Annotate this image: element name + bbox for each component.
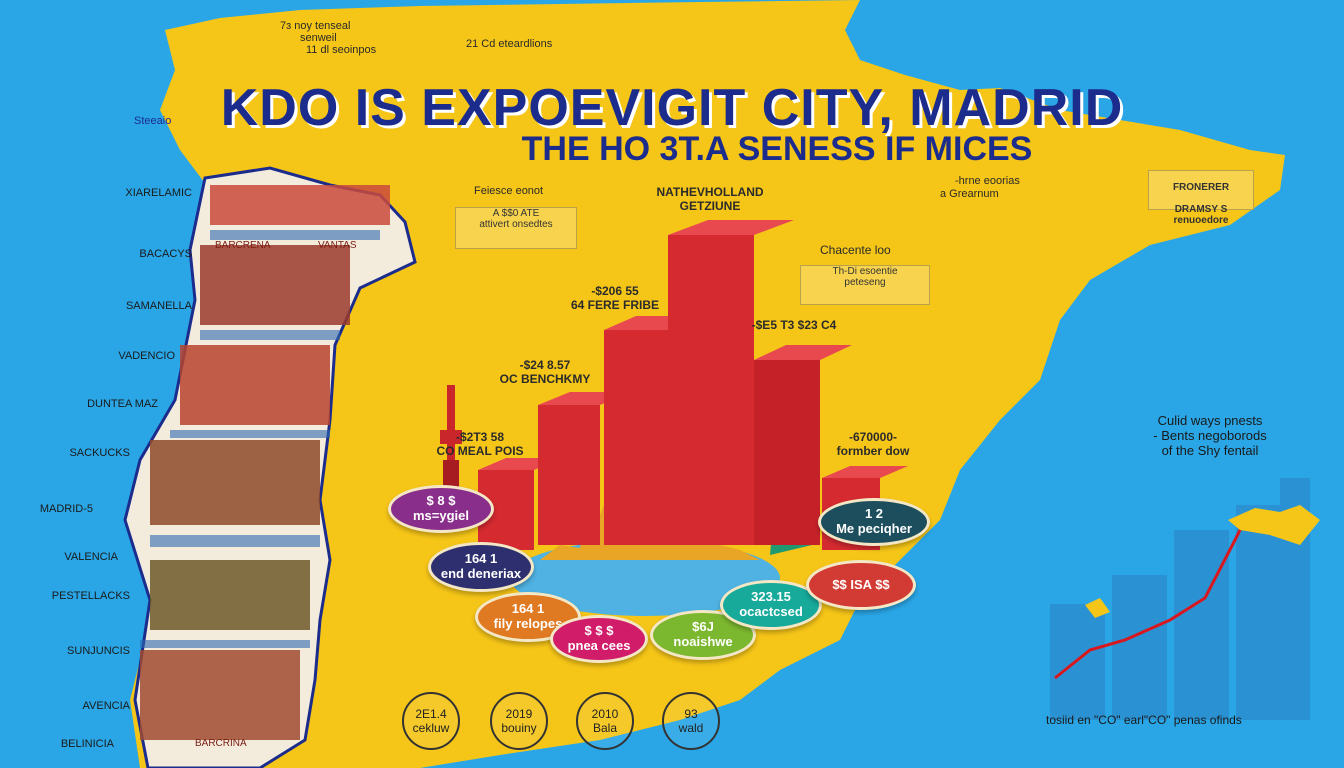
top-label: Steeaio	[134, 115, 172, 127]
city-label: VALENCIA	[64, 551, 118, 563]
stat-pill: $6J noaishwe	[650, 610, 756, 660]
city-label: BELINICIA	[60, 738, 114, 750]
right-box-title: Chacente loo	[820, 243, 891, 257]
pill-label: noaishwe	[673, 634, 733, 649]
mid-box: A $$0 ATE attivert onsedtes	[455, 207, 577, 249]
stat-circle-label: wald	[678, 721, 704, 735]
city-label: XIARELAMIC	[125, 187, 192, 199]
city-label: SUNJUNCIS	[67, 645, 130, 657]
map-panel-label: BARCRENA	[215, 240, 271, 251]
bar-label: -$E5 T3 $23 C4	[751, 318, 837, 332]
pill-value: 164 1	[464, 551, 498, 567]
right-box: Th-Di esoentie peteseng	[800, 265, 930, 305]
fr-label: a Grearnum	[940, 188, 999, 200]
stat-circle-value: 2010	[591, 707, 619, 721]
pill-value: $ 8 $	[426, 493, 456, 509]
top-label: 7ɜ noy tenseal	[280, 20, 351, 32]
bar-label: NATHEVHOLLAND GETZIUNE	[656, 185, 764, 213]
stat-pill: $ 8 $ ms=ygiel	[388, 485, 494, 533]
city-label: SACKUCKS	[69, 447, 130, 459]
pill-label: Me peciqher	[836, 521, 912, 536]
pill-label: ocactcsed	[739, 604, 803, 619]
stat-circle: 2010 Bala	[576, 692, 634, 750]
bar-label: -$206 55 64 FERE FRIBE	[570, 284, 660, 312]
bar-label: -670000- formber dow	[836, 430, 910, 458]
top-label: 11 dl seoinpos	[306, 44, 377, 56]
pill-value: $$ ISA $$	[832, 576, 890, 592]
pill-value: $6J	[692, 619, 714, 635]
stat-pill: 323.15 ocactcsed	[720, 580, 822, 630]
stat-circle: 93 wald	[662, 692, 720, 750]
pill-label: ms=ygiel	[412, 508, 469, 523]
city-label: DUNTEA MAZ	[87, 398, 158, 410]
pill-value: 323.15	[751, 589, 791, 605]
pill-label: fily relopes	[493, 616, 563, 631]
city-label: MADRID-5	[39, 503, 93, 515]
stat-circle-value: 2E1.4	[415, 707, 447, 721]
stat-circle-value: 93	[684, 707, 698, 721]
map-panel-label: VANTAS	[318, 240, 357, 251]
city-label: SAMANELLA	[125, 300, 192, 312]
stat-circle: 2E1.4 cekluw	[402, 692, 460, 750]
city-label: PESTELLACKS	[51, 590, 130, 602]
stat-pill: 1 2 Me peciqher	[818, 498, 930, 546]
city-label: BACACYS	[139, 248, 192, 260]
stat-pill: 164 1 fily relopes	[475, 592, 581, 642]
page-title: KDO IS EXPOEVIGIT CITY, MADRID	[220, 79, 1124, 137]
frontier-box: FRONERER DRAMSY S renuoedore	[1148, 170, 1254, 226]
stat-circle-value: 2019	[505, 707, 533, 721]
stat-circle-label: cekluw	[412, 721, 450, 735]
stat-pill: $ $ $ pnea cees	[550, 615, 648, 663]
right-note: Culid ways pnests - Bents negoborods of …	[1153, 413, 1267, 458]
pill-value: 164 1	[511, 601, 545, 617]
map-panel-label: BARCRINA	[195, 738, 247, 749]
pill-label: end deneriax	[440, 566, 522, 581]
stat-pill: 164 1 end deneriax	[428, 542, 534, 592]
pill-label: pnea cees	[567, 638, 631, 653]
city-label: AVENCIA	[82, 700, 130, 712]
city-label: VADENCIO	[118, 350, 175, 362]
bar-label: -$24 8.57 OC BENCHKMY	[499, 358, 591, 386]
pill-value: $ $ $	[584, 623, 614, 639]
stat-circle: 2019 bouiny	[490, 692, 548, 750]
frontier-text: DRAMSY S renuoedore	[1173, 204, 1229, 226]
fr-label: -hrne eoorias	[955, 175, 1020, 187]
stat-circle-label: bouiny	[501, 721, 537, 735]
chart-caption: tosiid en "CO" earl"CO" penas ofinds	[1046, 713, 1242, 727]
stat-pill: $$ ISA $$	[806, 560, 916, 610]
top-label: senweil	[300, 32, 337, 44]
frontier-title: FRONERER	[1172, 182, 1230, 193]
mid-box-title: Feiesce eonot	[474, 185, 544, 197]
bar-label: -$2T3 58 CO MEAL POIS	[436, 430, 524, 458]
pill-value: 1 2	[864, 506, 884, 522]
top-label: 21 Cd eteardlions	[466, 38, 553, 50]
stat-circle-label: Bala	[592, 721, 618, 735]
page-subtitle: THE HO 3T.A SENESS IF MICES	[521, 130, 1033, 168]
